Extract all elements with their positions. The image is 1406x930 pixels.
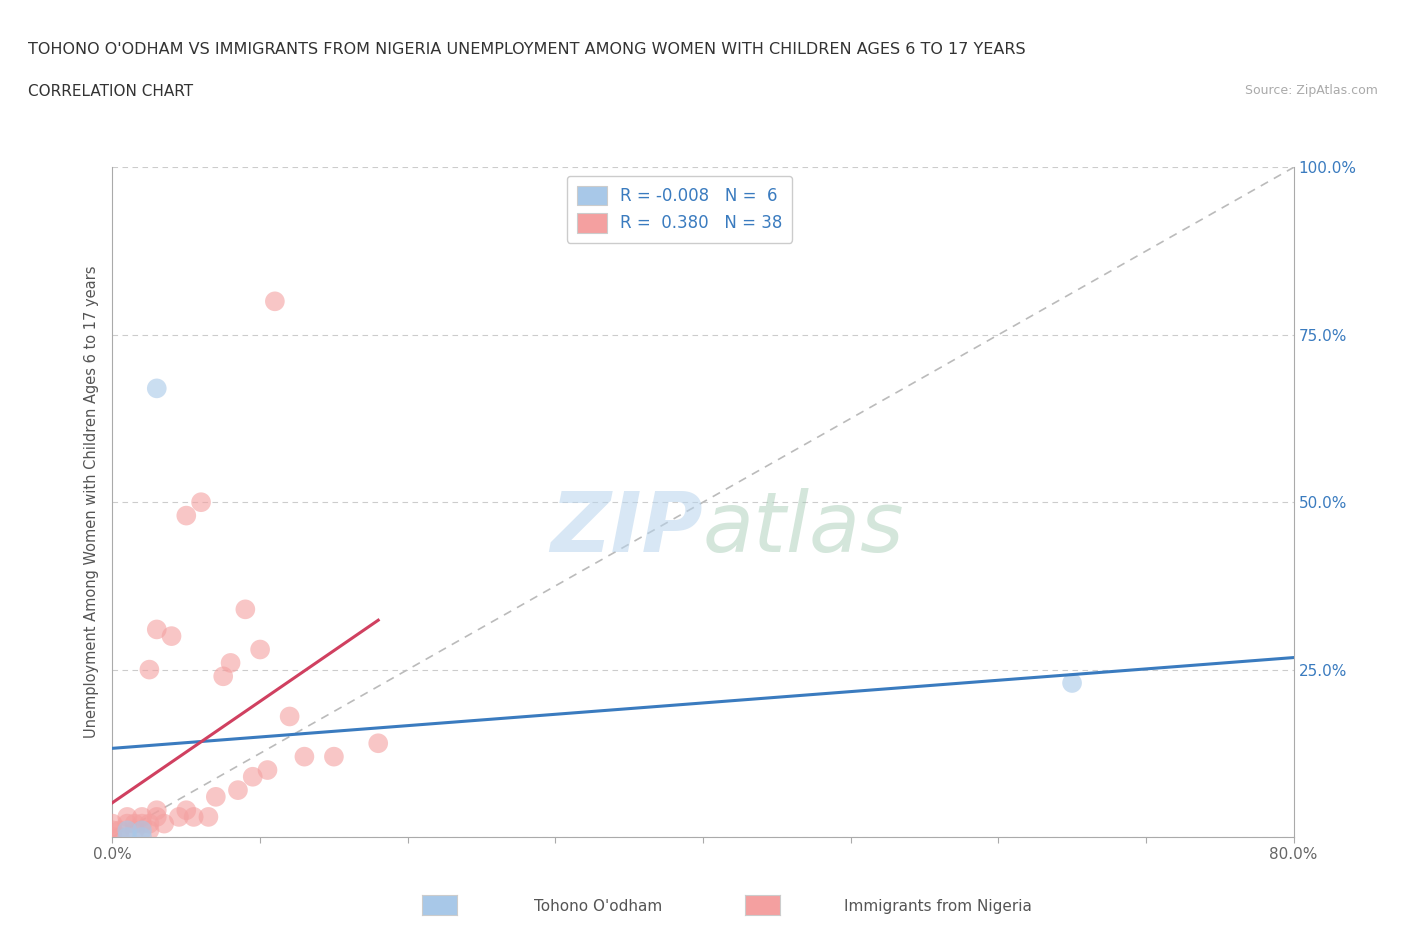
Point (131, 817, 153, 831)
Point (249, 642, 271, 657)
Point (146, 809, 169, 824)
Point (131, 823, 153, 838)
Point (138, 662, 160, 677)
Point (174, 508, 197, 523)
Point (108, 823, 131, 838)
Point (292, 750, 315, 764)
Point (256, 763, 278, 777)
Point (138, 823, 160, 838)
Legend: R = -0.008   N =  6, R =  0.380   N = 38: R = -0.008 N = 6, R = 0.380 N = 38 (567, 176, 792, 243)
Text: Tohono O'odham: Tohono O'odham (534, 899, 662, 914)
Point (167, 809, 190, 824)
Text: atlas: atlas (703, 488, 904, 569)
Point (138, 817, 160, 831)
Point (146, 381, 169, 396)
Point (1062, 675, 1084, 690)
Point (197, 809, 219, 824)
Point (124, 817, 146, 831)
Text: Source: ZipAtlas.com: Source: ZipAtlas.com (1244, 84, 1378, 97)
Point (117, 817, 138, 831)
Point (146, 803, 169, 817)
Point (190, 495, 212, 510)
Point (146, 622, 169, 637)
Text: TOHONO O'ODHAM VS IMMIGRANTS FROM NIGERIA UNEMPLOYMENT AMONG WOMEN WITH CHILDREN: TOHONO O'ODHAM VS IMMIGRANTS FROM NIGERI… (28, 42, 1026, 57)
Point (367, 736, 389, 751)
Point (323, 750, 346, 764)
Text: ZIP: ZIP (550, 488, 703, 569)
Point (108, 830, 131, 844)
Point (124, 823, 146, 838)
Point (131, 809, 153, 824)
Text: Immigrants from Nigeria: Immigrants from Nigeria (844, 899, 1032, 914)
Point (233, 602, 256, 617)
Point (131, 830, 153, 844)
Point (117, 823, 138, 838)
Point (160, 629, 183, 644)
Point (226, 783, 249, 798)
Point (174, 803, 197, 817)
Text: CORRELATION CHART: CORRELATION CHART (28, 84, 193, 99)
Point (101, 830, 124, 844)
Point (101, 817, 124, 831)
Point (264, 294, 287, 309)
Point (153, 817, 176, 831)
Point (183, 809, 205, 824)
Point (117, 809, 138, 824)
Y-axis label: Unemployment Among Women with Children Ages 6 to 17 years: Unemployment Among Women with Children A… (84, 266, 100, 738)
Point (278, 709, 301, 724)
Point (101, 823, 124, 838)
Point (205, 790, 228, 804)
Point (242, 769, 264, 784)
Point (212, 669, 235, 684)
Point (219, 656, 242, 671)
Point (117, 830, 138, 844)
